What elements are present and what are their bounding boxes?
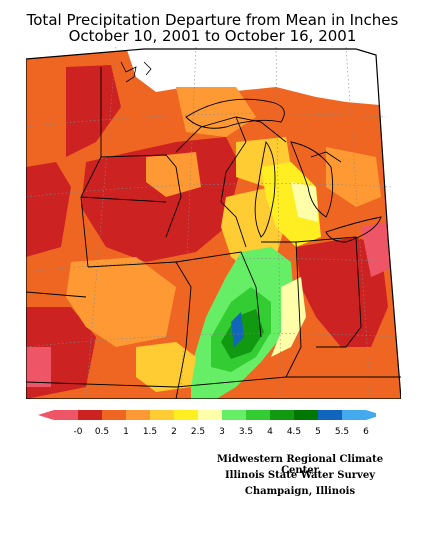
legend-label: 5.5 <box>335 427 349 437</box>
precipitation-departure-map <box>26 47 401 399</box>
legend-label: 3 <box>219 427 225 437</box>
legend-swatch <box>318 410 342 420</box>
precip-zone-red-nw <box>66 65 121 157</box>
legend-swatch <box>78 410 102 420</box>
precip-zone-orange-3 <box>66 257 176 347</box>
precip-zone-pink-sw <box>26 347 51 387</box>
legend-swatch <box>126 410 150 420</box>
legend-label: 4.5 <box>287 427 301 437</box>
legend-swatch <box>270 410 294 420</box>
legend-swatches <box>38 410 376 420</box>
credit-line-2: Illinois State Water Survey <box>224 470 376 481</box>
credit-line-1: Midwestern Regional Climate Center <box>216 454 384 476</box>
legend-swatch <box>294 410 318 420</box>
legend-swatch <box>102 410 126 420</box>
northern-coastline <box>120 61 152 83</box>
precip-zone-red-central <box>81 137 241 262</box>
legend-swatch <box>150 410 174 420</box>
legend-swatch <box>174 410 198 420</box>
no-data-region <box>126 49 401 107</box>
precip-zone-lightyellow-1 <box>291 182 318 222</box>
legend-swatch <box>38 410 78 420</box>
precip-zone-pink-e <box>361 222 394 277</box>
legend-label: 6 <box>363 427 369 437</box>
legend-label: -0 <box>74 427 83 437</box>
precip-zone-blue <box>231 312 244 347</box>
legend-label: 1.5 <box>143 427 157 437</box>
legend-labels: -0 0.5 1 1.5 2 2.5 3 3.5 4 4.5 5 5.5 6 <box>74 427 370 437</box>
legend-label: 2.5 <box>191 427 205 437</box>
map-title-line-2: October 10, 2001 to October 16, 2001 <box>68 27 357 45</box>
precip-zone-yellow-3 <box>261 162 321 247</box>
precip-zone-red-w <box>26 162 71 257</box>
legend-label: 0.5 <box>95 427 109 437</box>
color-legend: -0 0.5 1 1.5 2 2.5 3 3.5 4 4.5 5 5.5 6 <box>38 410 376 437</box>
legend-label: 4 <box>267 427 273 437</box>
credit-line-3: Champaign, Illinois <box>244 486 356 497</box>
legend-label: 1 <box>123 427 129 437</box>
legend-swatch <box>198 410 222 420</box>
map-frame <box>26 48 401 399</box>
legend-label: 2 <box>171 427 177 437</box>
legend-swatch <box>246 410 270 420</box>
lat-lon-grid <box>26 47 399 399</box>
great-lakes-outline <box>185 98 382 243</box>
legend-label: 5 <box>315 427 321 437</box>
precip-zone-orange-1 <box>146 152 201 197</box>
legend-label: 3.5 <box>239 427 253 437</box>
precip-zone-orange-e <box>326 147 381 207</box>
map-title-line-1: Total Precipitation Departure from Mean … <box>26 11 399 29</box>
legend-swatch <box>342 410 376 420</box>
precip-zone-yellow-4 <box>136 342 196 392</box>
precip-zone-red-e <box>296 237 388 347</box>
legend-swatch <box>222 410 246 420</box>
state-boundaries <box>26 67 401 399</box>
precip-zone-lightyellow-2 <box>271 277 306 357</box>
